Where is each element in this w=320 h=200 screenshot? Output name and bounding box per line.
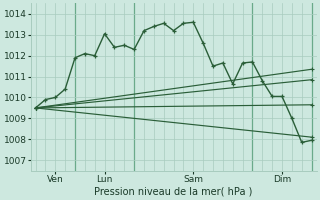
X-axis label: Pression niveau de la mer( hPa ): Pression niveau de la mer( hPa ) xyxy=(94,187,253,197)
